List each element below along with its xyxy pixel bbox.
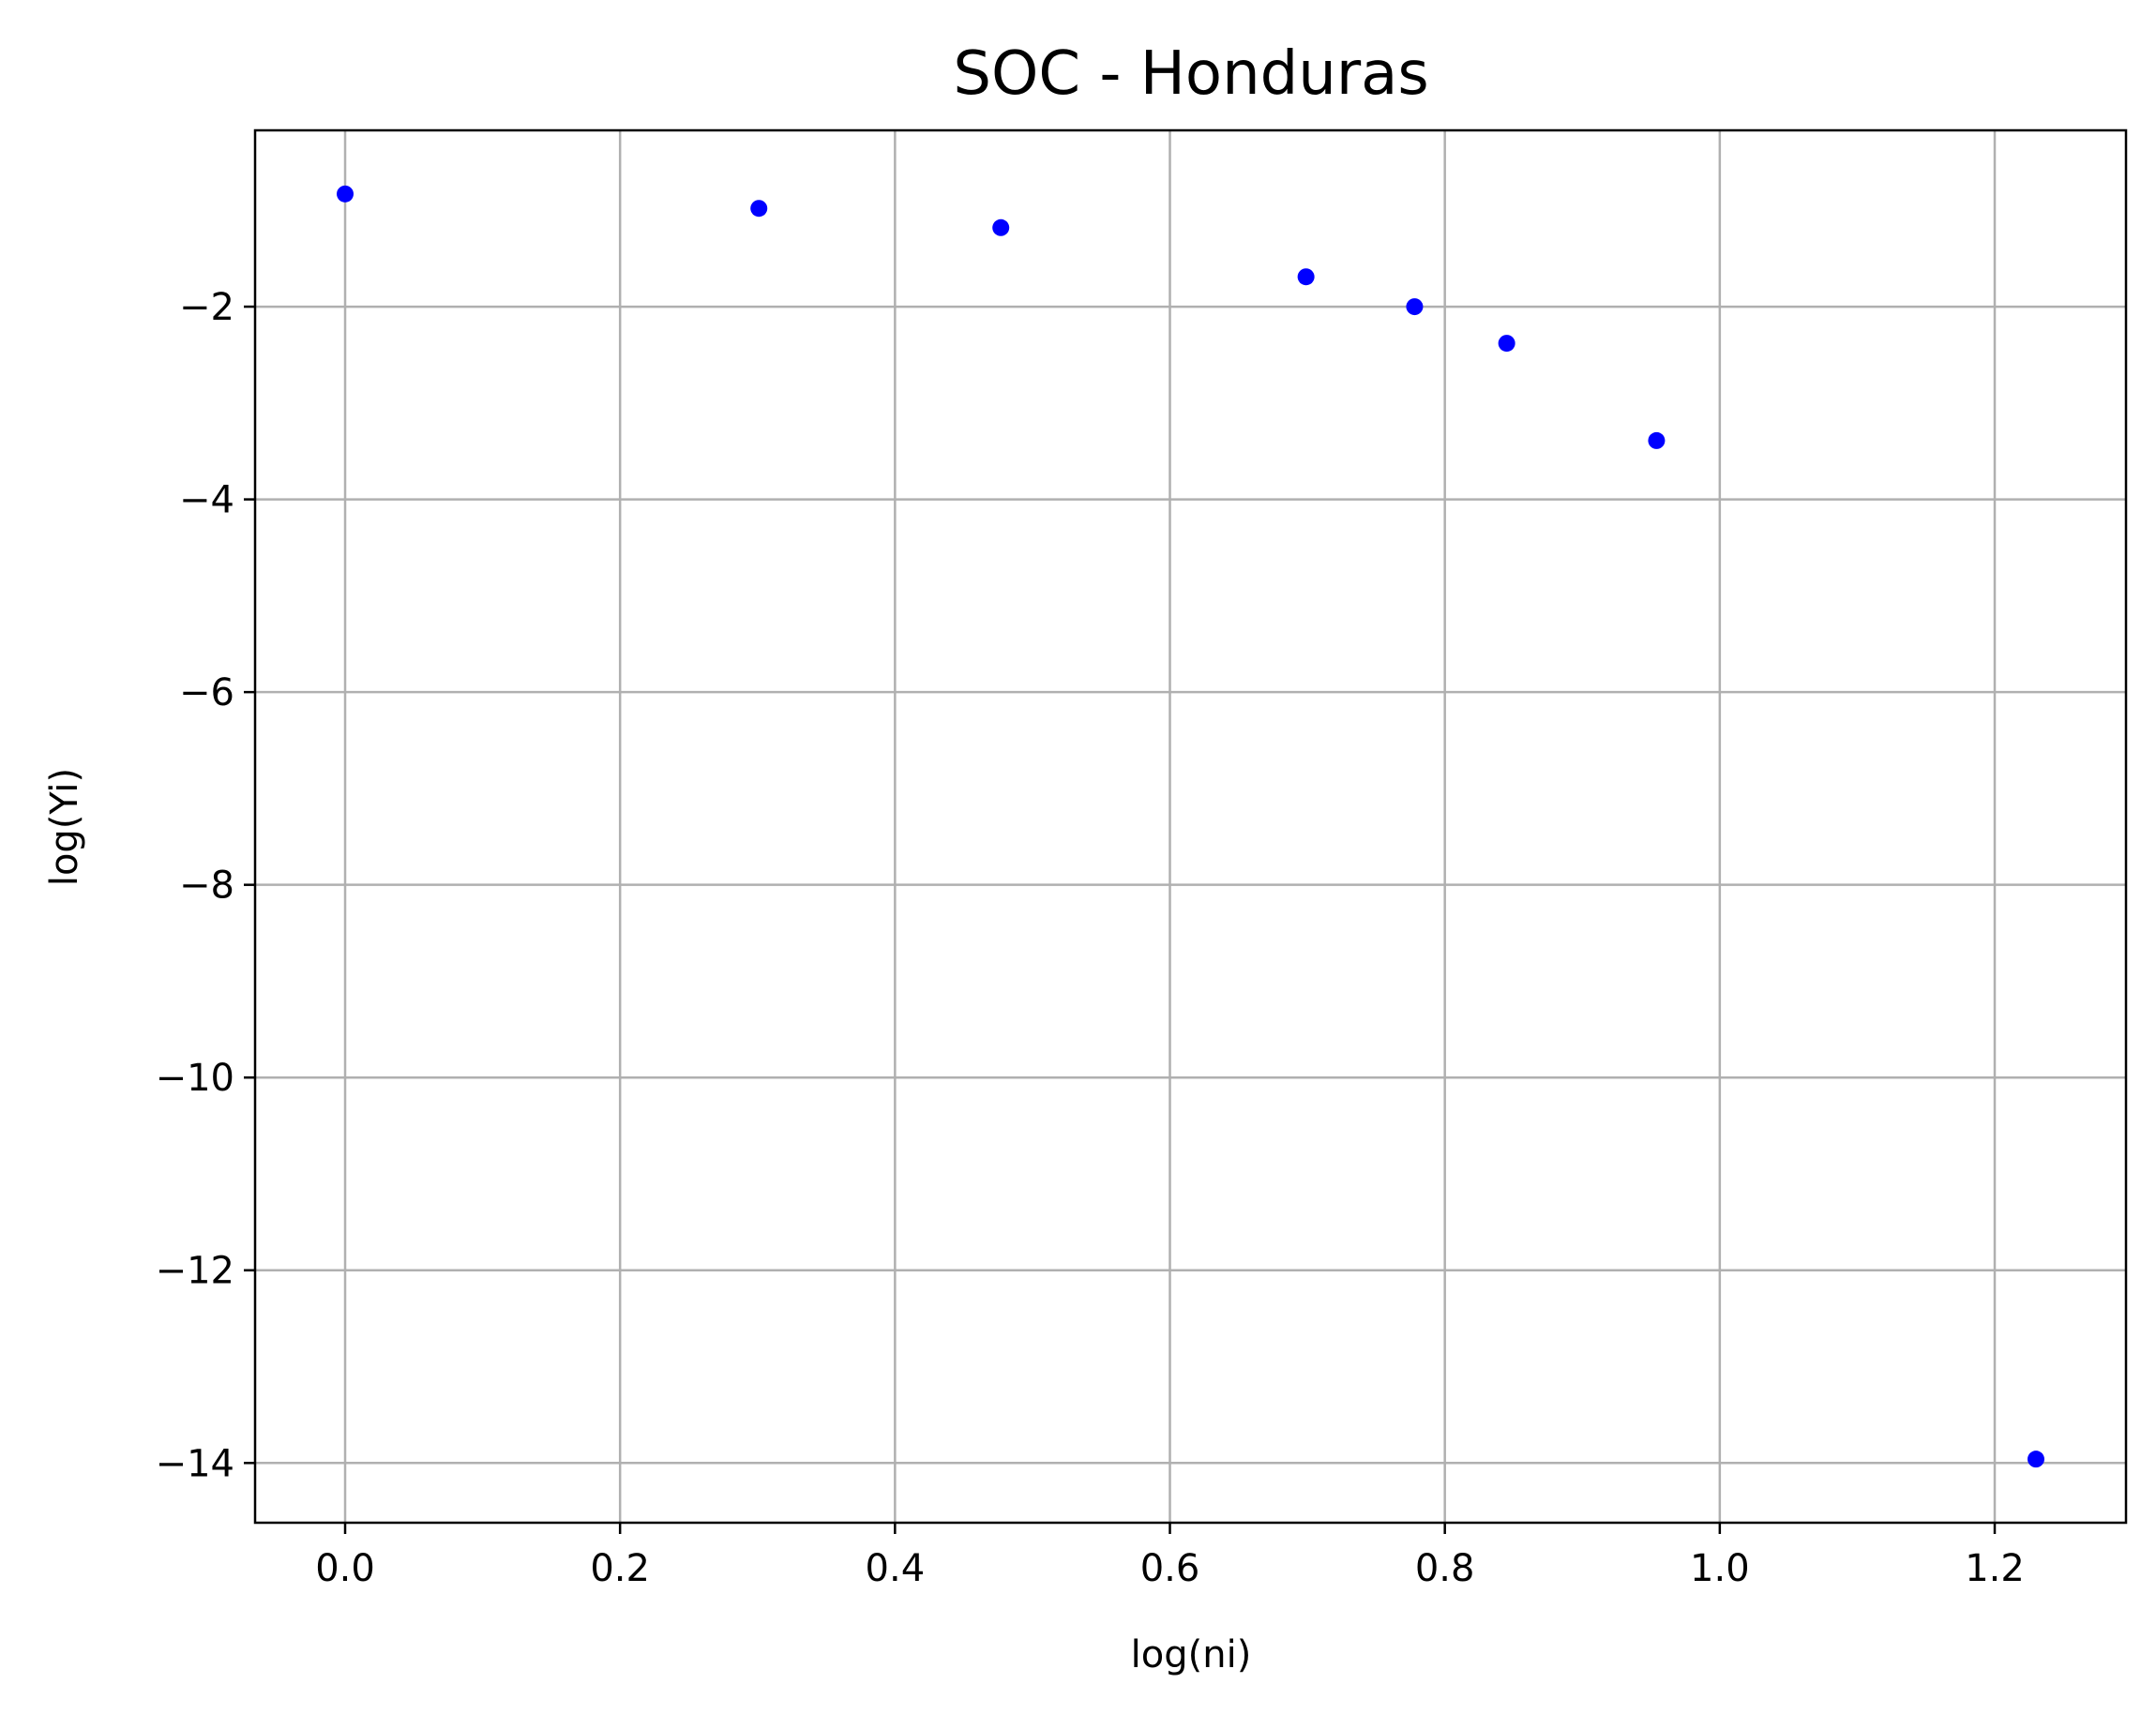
y-tick-label: −8 bbox=[179, 865, 234, 908]
data-point bbox=[1498, 335, 1515, 353]
axis-ticks: 0.0 0.2 0.4 0.6 0.8 1.0 1.2 −2 −4 −6 −8 −10 −12 −14 bbox=[156, 286, 2025, 1590]
grid bbox=[255, 130, 2126, 1523]
data-point bbox=[1648, 431, 1666, 449]
y-tick-label: −12 bbox=[156, 1250, 234, 1293]
x-tick-label: 0.6 bbox=[1140, 1547, 1200, 1590]
x-tick-label: 0.0 bbox=[315, 1547, 375, 1590]
y-tick-label: −6 bbox=[179, 671, 234, 714]
data-point bbox=[1297, 268, 1315, 286]
x-tick-label: 0.2 bbox=[590, 1547, 650, 1590]
y-tick-label: −4 bbox=[179, 479, 234, 522]
x-tick-label: 0.8 bbox=[1415, 1547, 1475, 1590]
x-tick-label: 1.0 bbox=[1690, 1547, 1750, 1590]
y-axis-label: log(Yi) bbox=[43, 768, 86, 886]
data-point bbox=[1406, 298, 1424, 316]
x-tick-label: 0.4 bbox=[866, 1547, 926, 1590]
data-point bbox=[750, 200, 768, 218]
y-tick-label: −14 bbox=[156, 1442, 234, 1485]
chart-title: SOC - Honduras bbox=[953, 39, 1428, 109]
y-tick-label: −10 bbox=[156, 1057, 234, 1100]
y-tick-label: −2 bbox=[179, 286, 234, 329]
x-tick-label: 1.2 bbox=[1965, 1547, 2025, 1590]
plot-area-frame bbox=[253, 128, 2128, 1525]
data-point bbox=[992, 218, 1010, 236]
data-point bbox=[2027, 1451, 2044, 1468]
data-points bbox=[337, 185, 2044, 1468]
data-point bbox=[337, 185, 354, 203]
x-axis-label: log(ni) bbox=[1131, 1633, 1252, 1676]
